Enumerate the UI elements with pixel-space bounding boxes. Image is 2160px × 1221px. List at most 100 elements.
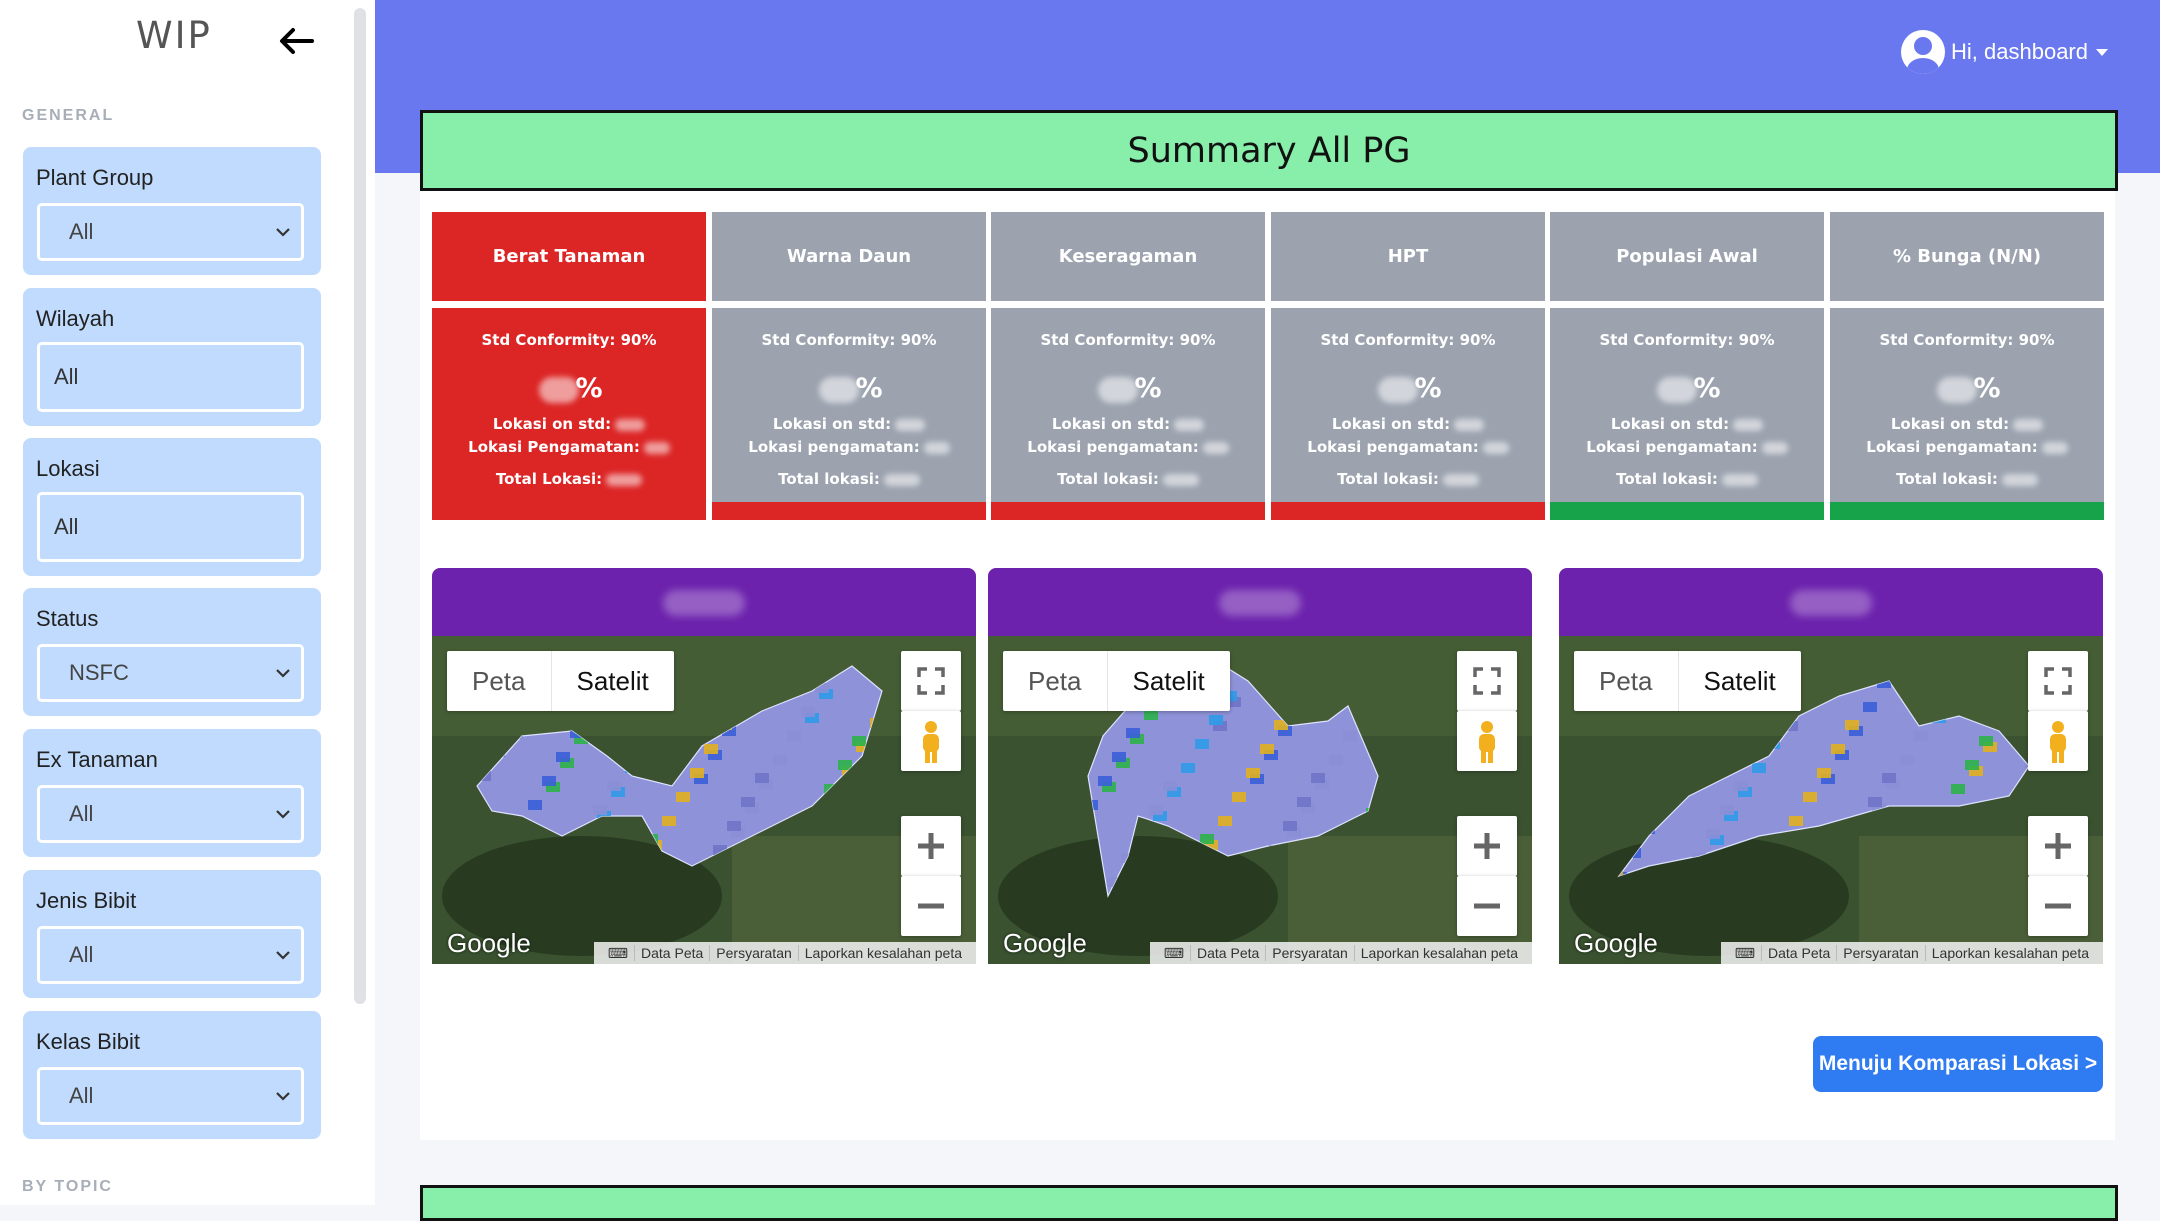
ex-tanaman-select[interactable]: All: [37, 785, 304, 843]
zoom-in-icon[interactable]: [2028, 816, 2088, 876]
fullscreen-icon[interactable]: [901, 651, 961, 711]
map-data-link[interactable]: Data Peta: [1190, 945, 1265, 961]
select-value: All: [69, 801, 94, 826]
input-value: All: [54, 364, 79, 389]
map-type-satelit[interactable]: Satelit: [1106, 651, 1230, 711]
select-value: All: [69, 219, 94, 244]
kpi-card: Std Conformity: 90%% Lokasi on std: Lokasi…: [1271, 308, 1545, 520]
pegman-icon[interactable]: [1457, 711, 1517, 771]
select-value: All: [69, 942, 94, 967]
kpi-percentage: %: [1830, 373, 2104, 404]
zoom-in-icon[interactable]: [901, 816, 961, 876]
map-type-control: Peta Satelit: [1003, 651, 1230, 711]
filter-jenis-bibit: Jenis Bibit All: [23, 870, 321, 998]
user-greeting: Hi, dashboard: [1951, 39, 2088, 64]
zoom-out-icon[interactable]: [1457, 876, 1517, 936]
kpi-pengamatan: Lokasi pengamatan:: [991, 438, 1265, 456]
terms-link[interactable]: Persyaratan: [1265, 945, 1353, 961]
filter-label: Lokasi: [36, 456, 100, 481]
section-label-general: GENERAL: [22, 107, 115, 124]
kpi-std-conformity: Std Conformity: 90%: [761, 331, 937, 349]
kpi-pengamatan: Lokasi pengamatan:: [1830, 438, 2104, 456]
map-type-peta[interactable]: Peta: [472, 666, 526, 696]
kelas-bibit-select[interactable]: All: [37, 1067, 304, 1125]
kpi-total: Total lokasi:: [991, 470, 1265, 488]
map-title: [432, 568, 976, 636]
kpi-on-std: Lokasi on std:: [712, 415, 986, 433]
summary-banner: Summary All PG: [420, 110, 2118, 191]
report-error-link[interactable]: Laporkan kesalahan peta: [797, 945, 968, 961]
kpi-percentage: %: [991, 373, 1265, 404]
filter-wilayah: Wilayah All: [23, 288, 321, 426]
compare-locations-button[interactable]: Menuju Komparasi Lokasi >: [1813, 1036, 2103, 1092]
map-type-satelit[interactable]: Satelit: [550, 651, 674, 711]
section-label-by-topic: BY TOPIC: [22, 1178, 113, 1195]
kpi-header[interactable]: HPT: [1271, 212, 1545, 301]
map-title: [988, 568, 1532, 636]
kpi-on-std: Lokasi on std:: [1550, 415, 1824, 433]
terms-link[interactable]: Persyaratan: [1836, 945, 1924, 961]
input-value: All: [54, 514, 79, 539]
keyboard-icon[interactable]: ⌨: [1734, 944, 1756, 961]
lokasi-input[interactable]: All: [37, 492, 304, 562]
kpi-status-bar: [432, 502, 706, 520]
google-map[interactable]: Peta Satelit Google ⌨ Data Peta Persyaratan La…: [988, 636, 1532, 964]
kpi-status-bar: [1830, 502, 2104, 520]
wilayah-input[interactable]: All: [37, 342, 304, 412]
map-data-link[interactable]: Data Peta: [1761, 945, 1836, 961]
keyboard-icon[interactable]: ⌨: [1163, 944, 1185, 961]
kpi-header[interactable]: % Bunga (N/N): [1830, 212, 2104, 301]
google-map[interactable]: Peta Satelit Google ⌨ Data Peta Persyaratan La…: [432, 636, 976, 964]
jenis-bibit-select[interactable]: All: [37, 926, 304, 984]
filter-ex-tanaman: Ex Tanaman All: [23, 729, 321, 857]
kpi-on-std: Lokasi on std:: [1830, 415, 2104, 433]
kpi-header[interactable]: Populasi Awal: [1550, 212, 1824, 301]
sidebar-scrollbar[interactable]: [354, 8, 366, 1004]
google-map[interactable]: Peta Satelit Google ⌨ Data Peta Persyaratan La…: [1559, 636, 2103, 964]
kpi-std-conformity: Std Conformity: 90%: [1320, 331, 1496, 349]
map-data-link[interactable]: Data Peta: [634, 945, 709, 961]
pegman-icon[interactable]: [901, 711, 961, 771]
plant-group-select[interactable]: All: [37, 203, 304, 261]
fullscreen-icon[interactable]: [1457, 651, 1517, 711]
filter-plant-group: Plant Group All: [23, 147, 321, 275]
map-title: [1559, 568, 2103, 636]
fullscreen-icon[interactable]: [2028, 651, 2088, 711]
kpi-header[interactable]: Warna Daun: [712, 212, 986, 301]
map-credits: ⌨ Data Peta Persyaratan Laporkan kesalahan …: [593, 942, 976, 964]
pegman-icon[interactable]: [2028, 711, 2088, 771]
user-avatar-icon: [1901, 30, 1946, 74]
report-error-link[interactable]: Laporkan kesalahan peta: [1353, 945, 1524, 961]
kpi-status-bar: [1550, 502, 1824, 520]
arrow-left-icon[interactable]: [278, 26, 314, 56]
map-type-satelit[interactable]: Satelit: [1677, 651, 1801, 711]
kpi-pengamatan: Lokasi pengamatan:: [712, 438, 986, 456]
chevron-down-icon: [276, 951, 290, 960]
kpi-status-bar: [1271, 502, 1545, 520]
filter-kelas-bibit: Kelas Bibit All: [23, 1011, 321, 1139]
kpi-card: Std Conformity: 90%% Lokasi on std: Lokasi…: [712, 308, 986, 520]
summary-title: Summary All PG: [1127, 130, 1411, 171]
map-type-peta[interactable]: Peta: [1599, 666, 1653, 696]
map-card: Peta Satelit Google ⌨ Data Peta Persyaratan La…: [1559, 568, 2103, 964]
zoom-out-icon[interactable]: [2028, 876, 2088, 936]
map-type-peta[interactable]: Peta: [1028, 666, 1082, 696]
google-logo: Google: [447, 928, 531, 958]
kpi-status-bar: [991, 502, 1265, 520]
kpi-header[interactable]: Berat Tanaman: [432, 212, 706, 301]
keyboard-icon[interactable]: ⌨: [607, 944, 629, 961]
zoom-out-icon[interactable]: [901, 876, 961, 936]
status-select[interactable]: NSFC: [37, 644, 304, 702]
kpi-total: Total lokasi:: [1271, 470, 1545, 488]
user-menu[interactable]: Hi, dashboard: [1901, 30, 2108, 74]
kpi-pengamatan: Lokasi pengamatan:: [1271, 438, 1545, 456]
filter-lokasi: Lokasi All: [23, 438, 321, 576]
report-error-link[interactable]: Laporkan kesalahan peta: [1924, 945, 2095, 961]
map-card: Peta Satelit Google ⌨ Data Peta Persyaratan La…: [432, 568, 976, 964]
zoom-in-icon[interactable]: [1457, 816, 1517, 876]
kpi-on-std: Lokasi on std:: [432, 415, 706, 433]
kpi-total: Total lokasi:: [712, 470, 986, 488]
terms-link[interactable]: Persyaratan: [709, 945, 797, 961]
kpi-header[interactable]: Keseragaman: [991, 212, 1265, 301]
sidebar: WIP GENERAL Plant Group All Wilayah All …: [0, 0, 375, 1205]
